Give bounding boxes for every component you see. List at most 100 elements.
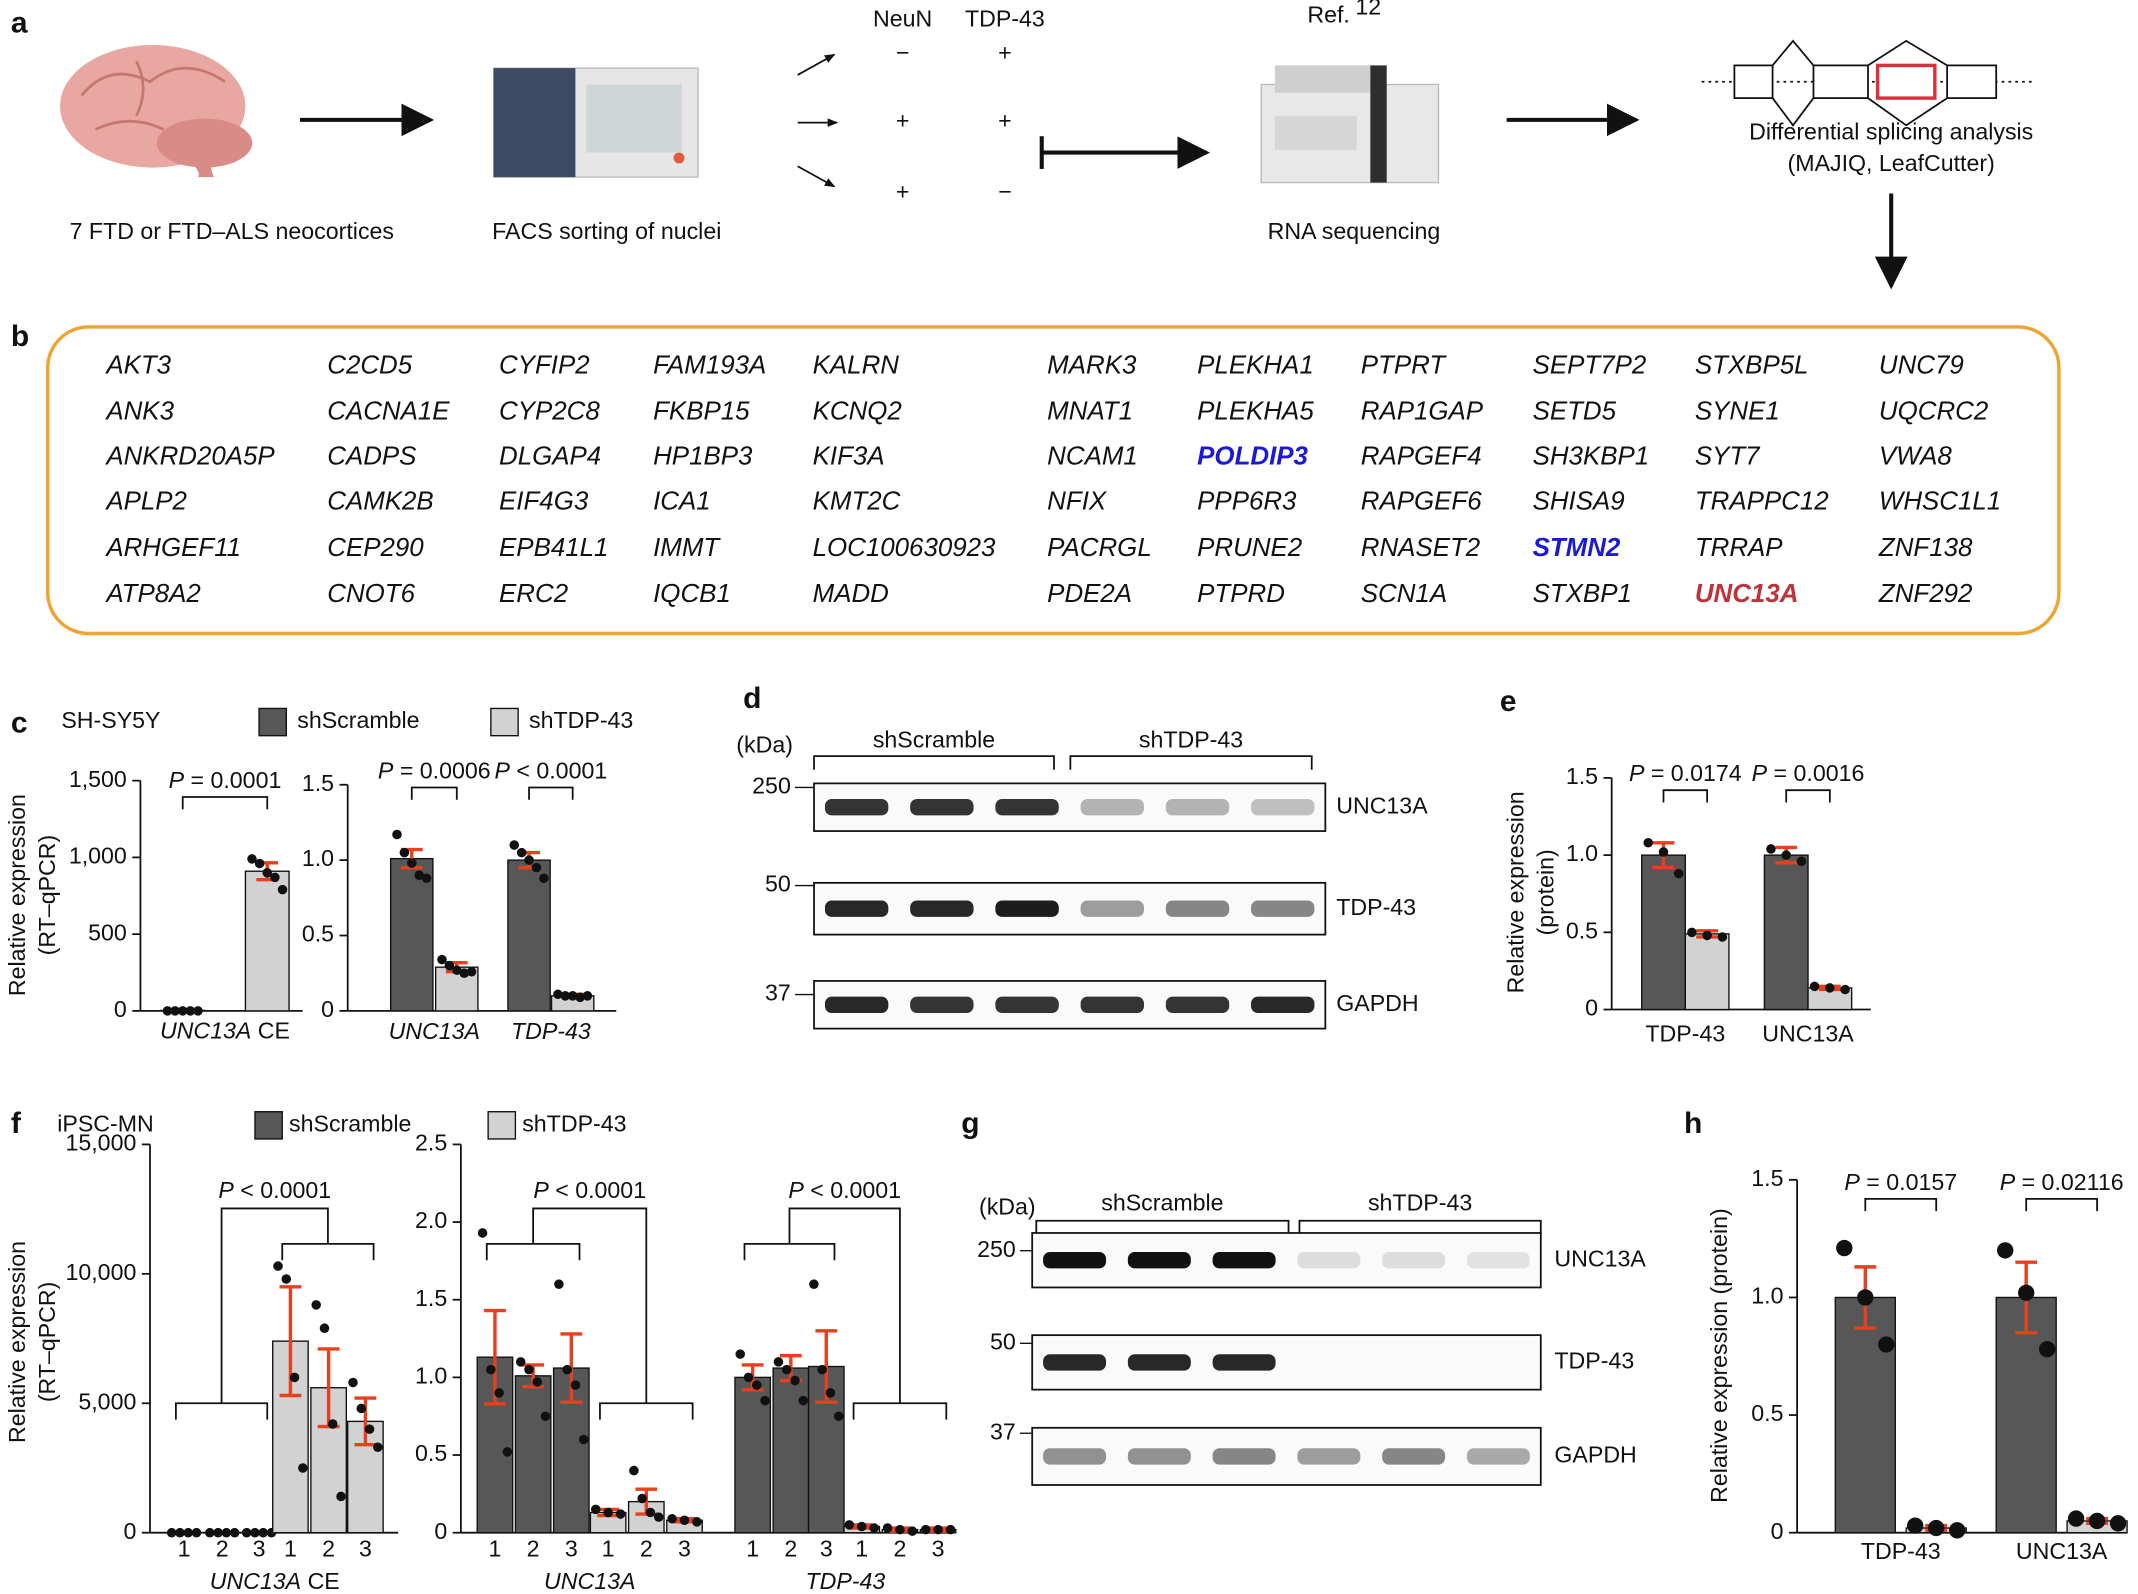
data-point [452, 965, 462, 975]
blot-band [1382, 1448, 1446, 1465]
x-tick-label: 1 [489, 1536, 502, 1562]
legend-swatch [490, 707, 519, 737]
data-point [553, 989, 563, 1000]
data-point [229, 1527, 240, 1538]
y-axis-label: (RT–qPCR) [34, 835, 60, 955]
italic-part: P [1752, 760, 1768, 786]
italic-part: P [1629, 760, 1645, 786]
data-point [270, 872, 280, 883]
data-point [615, 1509, 626, 1519]
gene: C2CD5 [327, 351, 412, 379]
data-point [392, 829, 402, 840]
p-value: P = 0.0016 [1752, 760, 1865, 786]
blot-band [1251, 996, 1315, 1013]
data-point [170, 1006, 180, 1016]
plain-part: = 0.0174 [1644, 760, 1741, 786]
data-point [743, 1372, 754, 1383]
gene: ERC2 [499, 580, 569, 608]
splicing-diagram [1701, 39, 2032, 127]
data-point [645, 1507, 656, 1518]
data-point [554, 1279, 564, 1289]
x-tick-label: 1 [746, 1536, 759, 1562]
plain-part: < 0.0001 [549, 1177, 646, 1203]
blot-band [824, 996, 889, 1013]
gene: ATP8A2 [104, 580, 201, 608]
blot-band [1466, 1448, 1530, 1465]
gene: AKT3 [104, 351, 171, 379]
data-point [502, 1447, 513, 1457]
italic-part: UNC13A [160, 1018, 251, 1044]
data-point [486, 1364, 496, 1375]
gene: NFIX [1047, 488, 1108, 516]
y-tick-label: 1.0 [302, 845, 334, 871]
group-label: TDP-43 [511, 1018, 591, 1044]
italic-part: P [378, 758, 394, 784]
workflow-arrows [299, 53, 1908, 290]
blot-band [1382, 1252, 1446, 1269]
data-point [1781, 850, 1791, 860]
data-point [213, 1527, 223, 1538]
data-point [844, 1520, 855, 1530]
protein-label: UNC13A [1336, 792, 1428, 818]
blot-frame [1031, 1426, 1542, 1486]
bracket-line [175, 1402, 269, 1420]
data-point [653, 1512, 664, 1522]
data-point [907, 1526, 918, 1536]
data-point [833, 1411, 844, 1421]
data-point [477, 1228, 488, 1238]
bracket-line [1662, 789, 1709, 803]
bracket-line [281, 1242, 375, 1261]
blot-band [824, 799, 889, 816]
brain-icon [59, 44, 253, 178]
bracket-line [1785, 789, 1831, 803]
y-tick-label: 0.5 [415, 1440, 447, 1466]
data-point [692, 1517, 702, 1527]
data-point [667, 1513, 677, 1524]
data-point [570, 1380, 581, 1390]
gene-highlight: STMN2 [1533, 534, 1621, 562]
data-point [494, 1388, 504, 1398]
blot-frame [1031, 1334, 1542, 1391]
bracket-line [485, 1242, 581, 1261]
data-point [882, 1523, 893, 1533]
gene: PLEKHA5 [1197, 398, 1314, 426]
blot-frame [813, 980, 1327, 1030]
significance-bracket [1785, 789, 1831, 803]
data-point [933, 1524, 943, 1535]
bar [1640, 854, 1686, 1011]
gene: HP1BP3 [653, 443, 753, 471]
y-tick-label: 15,000 [65, 1130, 136, 1156]
lane-bracket [813, 755, 1055, 770]
gene: CEP290 [327, 534, 424, 562]
protein-label: GAPDH [1336, 990, 1418, 1016]
gene: MARK3 [1047, 351, 1137, 379]
gene: SETD5 [1533, 398, 1617, 426]
data-point [817, 1364, 827, 1375]
size-marker: 50 [990, 1328, 1016, 1354]
italic-part: P [169, 767, 185, 793]
gene: CNOT6 [327, 580, 415, 608]
size-marker: 50 [765, 871, 791, 897]
data-point [532, 1377, 543, 1387]
error-bar [484, 1308, 506, 1406]
y-tick-label: 0.5 [302, 921, 334, 947]
plain-part: = 0.0001 [184, 767, 281, 793]
group-label: UNC13A [1762, 1021, 1854, 1047]
blot-band [1297, 1448, 1361, 1465]
population-sign: + [896, 108, 910, 134]
y-tick-label: 2.0 [415, 1207, 447, 1233]
gene: TRRAP [1695, 534, 1783, 562]
data-point [437, 954, 447, 965]
gene: PTPRT [1361, 351, 1448, 379]
legend-swatch [487, 1111, 517, 1140]
y-axis-label: Relative expression [4, 1241, 30, 1443]
analysis-label: (MAJIQ, LeafCutter) [1788, 150, 1995, 176]
group-label: shTDP-43 [1139, 726, 1243, 752]
y-tick-label: 1.0 [1751, 1283, 1783, 1309]
size-marker: 250 [977, 1236, 1016, 1262]
bar [244, 870, 290, 1012]
blot-band [995, 900, 1059, 917]
data-point [1907, 1517, 1924, 1534]
italic-part: P [2000, 1169, 2016, 1195]
